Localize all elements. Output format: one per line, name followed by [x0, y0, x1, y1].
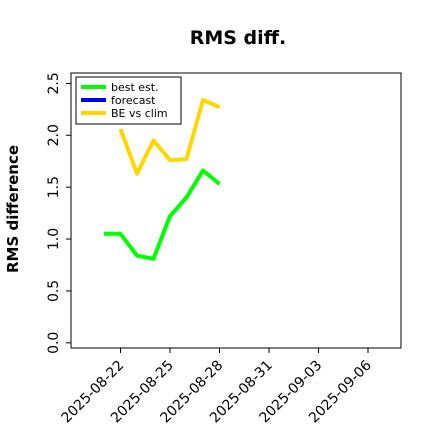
y-axis: 0.0 0.5 1.0 1.5 2.0 2.5	[46, 72, 71, 354]
y-tick-label: 2.0	[46, 124, 62, 146]
y-tick-label: 0.5	[46, 280, 62, 302]
legend-entry-label: best est.	[111, 81, 159, 94]
y-tick-label: 1.0	[46, 228, 62, 250]
y-tick-label: 2.5	[46, 72, 62, 94]
x-axis: 2025-08-222025-08-252025-08-282025-08-31…	[58, 348, 375, 426]
y-tick-label: 1.5	[46, 176, 62, 198]
series-layer	[104, 98, 221, 261]
legend-entry-label: BE vs clim	[111, 107, 168, 120]
plot-area-frame	[70, 72, 402, 349]
chart-title: RMS diff.	[190, 27, 287, 49]
series-line-be-vs-clim	[118, 98, 221, 176]
y-tick-label: 0.0	[46, 332, 62, 354]
series-line-best-est-	[104, 168, 221, 261]
y-axis-label: RMS difference	[4, 145, 22, 273]
legend-entry-label: forecast	[111, 94, 156, 107]
